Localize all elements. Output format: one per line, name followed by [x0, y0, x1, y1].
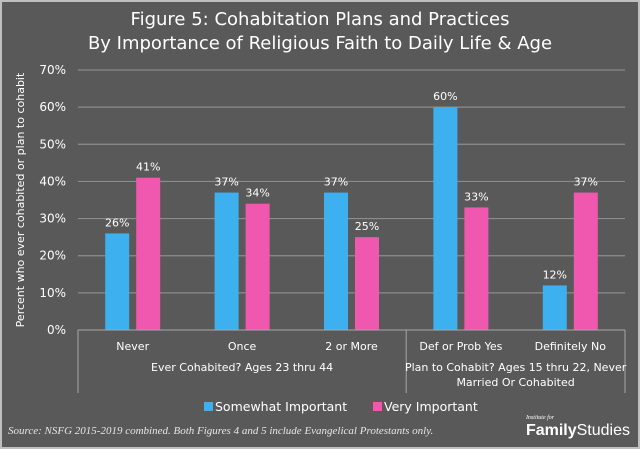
y-tick-label: 20% — [39, 249, 66, 263]
x-tick-label: Never — [116, 340, 149, 353]
title-line-2: By Importance of Religious Faith to Dail… — [87, 33, 553, 54]
y-tick-label: 40% — [39, 174, 66, 188]
y-tick-label: 70% — [39, 63, 66, 77]
x-axis: Never Once 2 or More Def or Prob Yes Definit… — [77, 329, 627, 393]
legend-swatch — [204, 402, 213, 411]
group-label: Married Or Cohabited — [456, 376, 574, 389]
bar-very-important — [573, 192, 598, 330]
chart-title: Figure 5: Cohabitation Plans and Practic… — [0, 8, 640, 56]
y-axis-label: Percent who ever cohabited or plan to co… — [14, 72, 27, 327]
data-label: 60% — [433, 90, 457, 103]
bar-somewhat-important — [433, 107, 458, 331]
bar-somewhat-important — [542, 285, 567, 330]
bar-very-important — [245, 203, 270, 330]
y-tick-label: 60% — [39, 100, 66, 114]
y-tick-label: 10% — [39, 286, 66, 300]
data-label: 33% — [464, 190, 488, 203]
bar-somewhat-important — [214, 192, 239, 330]
bar-somewhat-important — [324, 192, 348, 330]
data-label: 12% — [543, 268, 567, 281]
title-line-1: Figure 5: Cohabitation Plans and Practic… — [130, 9, 510, 30]
x-tick-label: Once — [228, 340, 257, 353]
bar-very-important — [355, 237, 379, 330]
bar-very-important — [136, 177, 161, 330]
legend-label: Somewhat Important — [215, 399, 347, 414]
logo-regular: Studies — [576, 422, 630, 439]
institute-logo: Institute for FamilyStudies — [526, 414, 630, 440]
logo-bold: Family — [525, 422, 577, 439]
legend-label: Very Important — [384, 399, 478, 414]
data-label: 37% — [324, 176, 348, 189]
bar-somewhat-important — [105, 233, 130, 330]
data-labels: 26% 37% 37% 60% 12% 41% 34% 25% 33% 37% — [105, 90, 598, 281]
y-tick-label: 50% — [39, 137, 66, 151]
x-tick-label: Definitely No — [535, 340, 607, 353]
source-note: Source: NSFG 2015-2019 combined. Both Fi… — [8, 425, 434, 437]
bars — [105, 107, 598, 331]
data-label: 37% — [574, 176, 598, 189]
group-label: Plan to Cohabit? Ages 15 thru 22, Never — [405, 361, 627, 374]
group-label: Ever Cohabited? Ages 23 thru 44 — [151, 361, 333, 374]
data-label: 25% — [355, 220, 379, 233]
y-tick-labels: 0% 10% 20% 30% 40% 50% 60% 70% — [39, 63, 66, 337]
x-tick-label: Def or Prob Yes — [419, 340, 502, 353]
y-tick-label: 0% — [47, 323, 66, 337]
y-tick-label: 30% — [39, 212, 66, 226]
data-label: 41% — [136, 161, 160, 174]
data-label: 34% — [245, 187, 269, 200]
x-tick-label: 2 or More — [325, 340, 378, 353]
gridlines — [78, 69, 625, 294]
logo-top: Institute for — [525, 415, 555, 421]
legend: Somewhat Important Very Important — [204, 399, 478, 414]
data-label: 37% — [214, 176, 238, 189]
legend-swatch — [373, 402, 382, 411]
bar-very-important — [464, 207, 489, 330]
data-label: 26% — [105, 216, 129, 229]
